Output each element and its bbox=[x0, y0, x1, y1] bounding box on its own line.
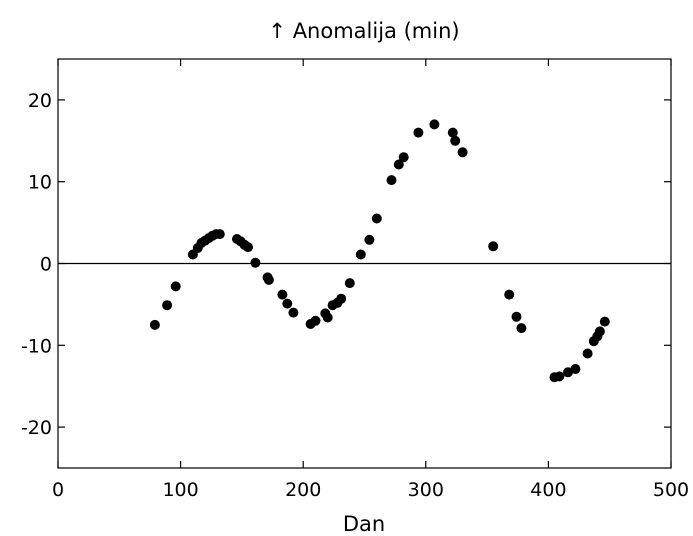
y-tick-label: -20 bbox=[21, 417, 52, 439]
x-tick-label: 500 bbox=[653, 479, 689, 501]
data-point bbox=[554, 371, 565, 382]
y-tick-label: 20 bbox=[28, 90, 52, 112]
data-point bbox=[277, 289, 288, 300]
data-point bbox=[511, 311, 522, 322]
data-point bbox=[504, 289, 515, 300]
data-point bbox=[162, 300, 173, 311]
data-point bbox=[488, 241, 499, 252]
data-point bbox=[243, 242, 253, 253]
plot-layer: 0 100 200 300 400 500 -20 -10 0 10 20 bbox=[21, 58, 689, 501]
x-tick-label: 300 bbox=[408, 479, 444, 501]
data-point bbox=[570, 364, 581, 374]
data-point bbox=[447, 127, 458, 138]
data-point bbox=[599, 316, 610, 327]
data-point bbox=[149, 319, 160, 330]
data-point bbox=[398, 152, 409, 163]
y-tick-label: 0 bbox=[40, 254, 52, 276]
data-point bbox=[386, 175, 397, 186]
data-point bbox=[322, 312, 333, 323]
data-point bbox=[393, 159, 404, 170]
data-point bbox=[214, 229, 225, 240]
y-tick-label: -10 bbox=[21, 335, 52, 357]
x-tick-label: 400 bbox=[530, 479, 566, 501]
y-tick-label: 10 bbox=[28, 172, 52, 194]
data-point bbox=[582, 348, 593, 359]
data-point bbox=[355, 249, 366, 260]
data-point bbox=[450, 135, 461, 146]
data-point bbox=[310, 315, 321, 326]
data-point bbox=[170, 281, 181, 292]
x-axis-title: Dan bbox=[343, 512, 385, 536]
x-tick-label: 100 bbox=[162, 479, 198, 501]
x-tick-label: 200 bbox=[285, 479, 321, 501]
data-point bbox=[288, 307, 299, 318]
data-point bbox=[250, 257, 261, 268]
data-point bbox=[457, 147, 468, 158]
data-point bbox=[429, 119, 440, 130]
data-point bbox=[371, 213, 382, 224]
data-point bbox=[336, 293, 347, 304]
data-point bbox=[413, 127, 424, 138]
data-point bbox=[282, 298, 293, 309]
data-point bbox=[263, 274, 274, 285]
data-point bbox=[516, 323, 527, 334]
data-point bbox=[364, 234, 375, 245]
data-point bbox=[594, 326, 605, 337]
data-point bbox=[344, 278, 355, 289]
x-tick-label: 0 bbox=[52, 479, 64, 501]
chart-title: ↑ Anomalija (min) bbox=[268, 19, 459, 43]
